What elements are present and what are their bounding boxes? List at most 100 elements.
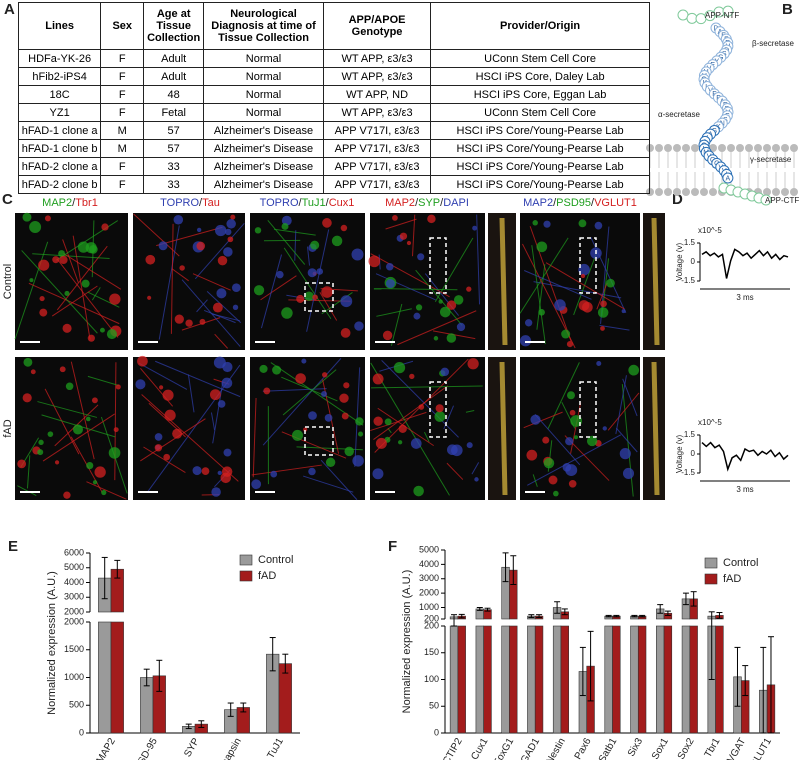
table-cell: Normal xyxy=(203,103,324,122)
table-cell: HSCI iPS Core/Young-Pearse Lab xyxy=(430,139,650,158)
row-label: Control xyxy=(2,264,14,299)
cell xyxy=(174,314,184,324)
cell xyxy=(87,334,95,342)
neurite xyxy=(251,464,322,476)
error-bar xyxy=(227,702,234,717)
cell xyxy=(536,241,548,253)
neurite xyxy=(170,223,174,334)
cell xyxy=(372,373,384,385)
x-tick-label: Six3 xyxy=(626,736,645,759)
table-cell: hFAD-1 clone b xyxy=(17,139,102,158)
stain-part: SYP xyxy=(418,197,440,209)
table-cell: 57 xyxy=(143,121,205,140)
stain-part: / xyxy=(591,197,595,209)
cell xyxy=(570,415,583,427)
neurite xyxy=(70,361,95,460)
x-tick-label: TuJ1 xyxy=(265,736,286,760)
bar xyxy=(663,625,673,734)
cell xyxy=(220,472,232,484)
neurite xyxy=(273,228,316,236)
neurite xyxy=(187,374,195,413)
legend-swatch xyxy=(239,570,253,582)
cell xyxy=(532,220,538,226)
neurite xyxy=(373,385,449,440)
table-row: hFib2-iPS4 F Adult Normal WT APP, ε3/ε3 HSCI … xyxy=(17,67,650,86)
cell xyxy=(304,291,314,301)
cell xyxy=(324,413,333,422)
cell xyxy=(399,232,408,240)
lipid-head xyxy=(781,188,789,196)
cell xyxy=(413,485,424,497)
cell xyxy=(230,214,236,220)
neurite xyxy=(252,397,257,478)
cell xyxy=(59,255,68,265)
cell xyxy=(340,328,351,338)
table-cell: F xyxy=(100,85,145,104)
lipid-head xyxy=(709,188,717,196)
cell xyxy=(417,253,425,261)
cell xyxy=(566,341,574,348)
x-tick-label: GAD1 xyxy=(519,736,542,760)
neurite xyxy=(390,303,403,346)
cell xyxy=(543,220,551,228)
neurite xyxy=(133,213,180,257)
legend-label: Control xyxy=(723,557,758,569)
bar xyxy=(552,625,562,734)
cell xyxy=(578,263,590,276)
cell xyxy=(368,255,381,268)
cell xyxy=(561,329,571,339)
error-bar xyxy=(451,614,458,627)
zoom-box xyxy=(579,381,597,438)
lipid-head xyxy=(772,144,780,152)
cell xyxy=(415,304,423,311)
cell xyxy=(524,319,533,327)
cell xyxy=(22,393,32,403)
cell xyxy=(456,322,466,332)
cell xyxy=(209,389,221,401)
x-scale-label: 3 ms xyxy=(736,293,753,302)
x-tick-label: SYP xyxy=(182,736,202,759)
lipid-head xyxy=(682,144,690,152)
cell xyxy=(385,279,395,289)
cell xyxy=(600,326,605,331)
cell xyxy=(382,330,393,341)
header-cell: Neurological Diagnosis at time of Tissue… xyxy=(203,2,324,50)
table-cell: M xyxy=(100,121,145,140)
header-row: Lines Sex Age at Tissue Collection Neurolog… xyxy=(17,2,650,50)
table-cell: UConn Stem Cell Core xyxy=(430,103,650,122)
table-row: hFAD-2 clone a F 33 Alzheimer's Disease APP … xyxy=(17,157,650,176)
table-cell: WT APP, ND xyxy=(322,85,432,104)
cell xyxy=(621,309,626,314)
y-tick-label: 0 xyxy=(691,449,696,458)
legend-swatch xyxy=(239,554,253,566)
neurite xyxy=(385,218,417,230)
cell xyxy=(325,457,336,468)
neurite xyxy=(527,434,622,486)
neurite xyxy=(523,411,563,429)
cell xyxy=(453,295,464,305)
cell xyxy=(223,247,233,257)
error-bar xyxy=(682,592,689,606)
bar xyxy=(612,625,621,734)
cell xyxy=(276,270,284,279)
cell xyxy=(438,299,443,304)
cell xyxy=(466,442,473,449)
table-row: hFAD-1 clone b M 57 Alzheimer's Disease APP … xyxy=(17,139,650,158)
stain-part: TuJ1 xyxy=(302,197,326,209)
app-diagram: DAEFRHDSGYEVHHQKLVFFAEDVGSNKGAIIGLMVGGVV… xyxy=(646,5,799,206)
cell xyxy=(600,300,607,308)
cell xyxy=(135,379,146,390)
cell xyxy=(217,470,222,476)
cell xyxy=(172,428,183,439)
y-tick-label: 100 xyxy=(424,674,439,684)
table-cell: F xyxy=(100,157,145,176)
y-axis-label: Voltage (v) xyxy=(675,243,684,282)
lipid-head xyxy=(664,188,672,196)
lipid-head xyxy=(655,188,663,196)
cell xyxy=(196,227,202,233)
y-tick-label: 2000 xyxy=(64,606,84,616)
table-cell: HSCI iPS Core/Young-Pearse Lab xyxy=(430,121,650,140)
neurite xyxy=(203,310,236,324)
